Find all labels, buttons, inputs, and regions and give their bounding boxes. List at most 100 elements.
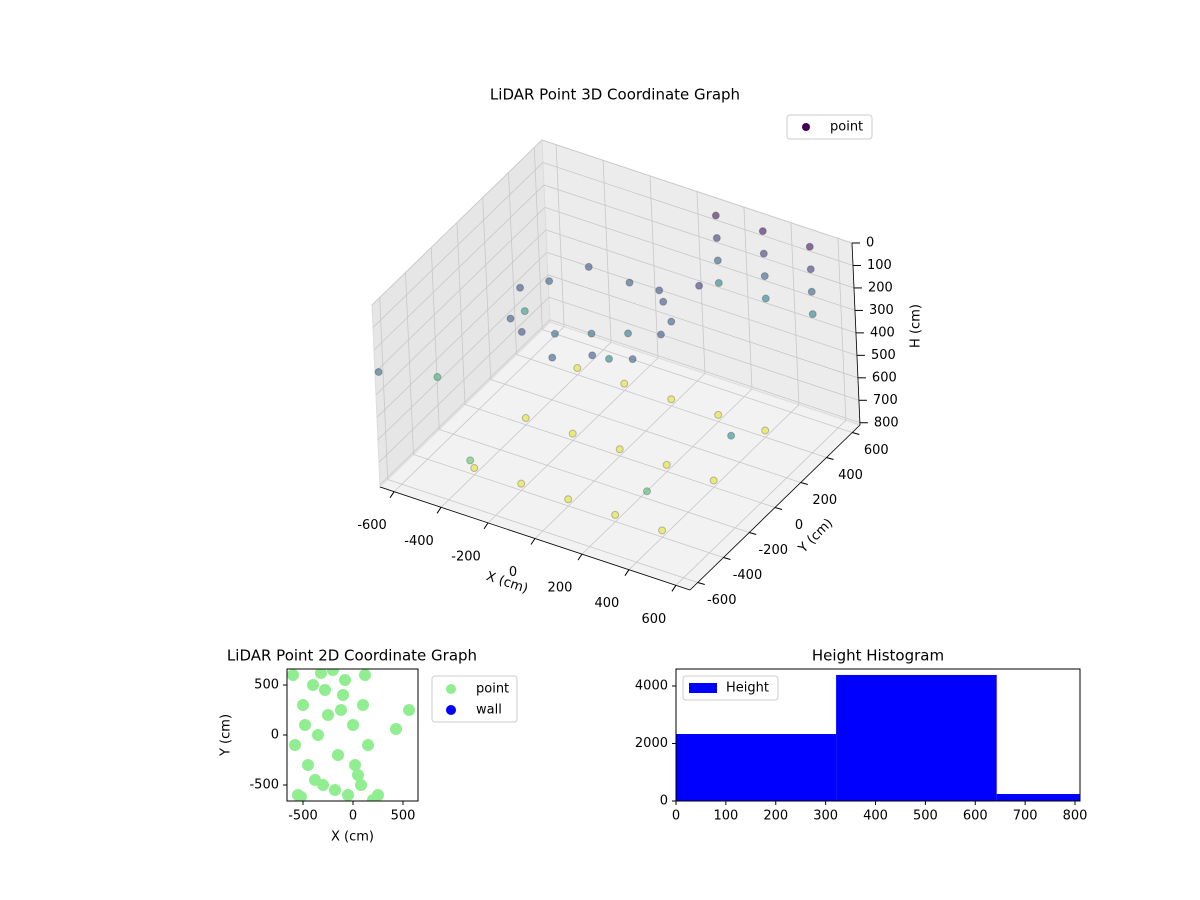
grid-line bbox=[377, 274, 549, 441]
grid-line bbox=[379, 297, 389, 480]
z-tick-label: 400 bbox=[870, 325, 895, 340]
legend-label: Height bbox=[726, 681, 769, 696]
grid-line bbox=[375, 229, 547, 396]
grid-line bbox=[837, 238, 847, 421]
data-point bbox=[329, 784, 341, 796]
x-tick-label: -600 bbox=[357, 518, 387, 533]
x-tick bbox=[624, 569, 630, 576]
y-tick-label: -200 bbox=[758, 543, 788, 558]
plot-area bbox=[287, 669, 415, 801]
x-tick-label: 500 bbox=[391, 809, 416, 824]
grid-line bbox=[541, 139, 853, 244]
data-point bbox=[289, 739, 301, 751]
y-tick-label: -500 bbox=[249, 778, 279, 793]
z-tick-label: 500 bbox=[871, 348, 896, 363]
bar bbox=[676, 733, 837, 801]
data-point bbox=[470, 464, 479, 473]
data-point bbox=[319, 684, 331, 696]
x-tick-label: 600 bbox=[963, 809, 988, 824]
grid-line bbox=[376, 252, 548, 418]
data-point bbox=[605, 354, 614, 363]
z-tick-label: 700 bbox=[873, 393, 898, 408]
grid-line bbox=[373, 184, 545, 351]
data-point bbox=[611, 510, 620, 519]
data-point bbox=[658, 526, 667, 535]
x-tick-label: 100 bbox=[713, 809, 738, 824]
data-point bbox=[588, 351, 597, 360]
data-point bbox=[656, 330, 665, 339]
data-point bbox=[309, 774, 321, 786]
grid-line bbox=[405, 272, 414, 455]
y-tick bbox=[723, 557, 731, 560]
data-point bbox=[337, 689, 349, 701]
grid-line bbox=[790, 222, 800, 405]
data-point bbox=[349, 759, 361, 771]
legend-box bbox=[786, 114, 873, 140]
x-tick bbox=[436, 507, 442, 514]
chart-title: LiDAR Point 2D Coordinate Graph bbox=[227, 647, 477, 665]
legend-label: wall bbox=[476, 703, 502, 718]
data-point bbox=[628, 355, 637, 364]
grid-line bbox=[696, 191, 706, 374]
axes-frame bbox=[286, 668, 419, 802]
grid-line bbox=[533, 147, 543, 330]
grid-line bbox=[544, 207, 856, 311]
legend-marker bbox=[446, 705, 456, 715]
y-tick-label: -600 bbox=[707, 593, 737, 608]
data-point bbox=[761, 294, 770, 303]
data-point bbox=[517, 479, 526, 488]
data-point bbox=[327, 669, 339, 676]
grid-line bbox=[743, 207, 753, 390]
data-point bbox=[357, 699, 369, 711]
data-point bbox=[374, 367, 383, 376]
z-tick-label: 300 bbox=[869, 303, 894, 318]
data-point bbox=[362, 739, 374, 751]
data-point bbox=[322, 709, 334, 721]
grid-line bbox=[430, 247, 440, 430]
y-tick bbox=[749, 532, 757, 535]
x-tick-label: 300 bbox=[813, 809, 838, 824]
x-tick-label: 0 bbox=[509, 565, 517, 580]
x-tick bbox=[671, 585, 677, 592]
data-point bbox=[335, 704, 347, 716]
data-point bbox=[390, 723, 402, 735]
data-point bbox=[806, 265, 815, 274]
data-point bbox=[805, 242, 814, 251]
data-point bbox=[521, 414, 530, 423]
x-tick-label: 0 bbox=[349, 809, 357, 824]
data-point bbox=[548, 353, 557, 362]
grid-line bbox=[482, 197, 492, 380]
data-point bbox=[711, 211, 720, 220]
data-point bbox=[295, 791, 307, 801]
grid-line bbox=[490, 379, 801, 483]
x-tick-label: 400 bbox=[595, 596, 620, 611]
data-point bbox=[662, 460, 671, 469]
y-tick-label: 400 bbox=[838, 468, 863, 483]
data-point bbox=[299, 719, 311, 731]
grid-line bbox=[379, 319, 551, 486]
data-point bbox=[352, 769, 364, 781]
data-point bbox=[709, 476, 718, 485]
legend-marker bbox=[446, 684, 456, 694]
y-tick-label: 4000 bbox=[635, 678, 668, 693]
grid-line bbox=[649, 175, 659, 358]
y-tick-label: 200 bbox=[812, 493, 837, 508]
x-tick bbox=[389, 491, 395, 498]
data-point bbox=[587, 329, 596, 338]
x-axis-label: X (cm) bbox=[484, 569, 530, 597]
x-tick-label: 200 bbox=[763, 809, 788, 824]
grid-line bbox=[555, 144, 565, 327]
x-tick-label: 0 bbox=[672, 809, 680, 824]
data-point bbox=[712, 234, 721, 243]
data-point bbox=[758, 227, 767, 236]
grid-line bbox=[378, 296, 550, 463]
data-point bbox=[760, 272, 769, 281]
data-point bbox=[714, 410, 723, 419]
data-point bbox=[659, 297, 668, 306]
grid-line bbox=[542, 162, 854, 266]
legend-marker bbox=[689, 683, 717, 693]
data-point bbox=[642, 487, 651, 496]
grid-line bbox=[542, 329, 853, 433]
y-tick bbox=[800, 482, 808, 485]
